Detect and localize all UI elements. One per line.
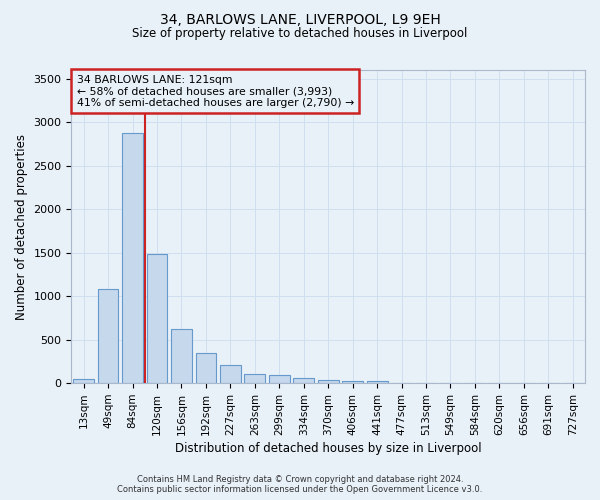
Bar	[98, 289, 118, 383]
Bar	[318, 380, 338, 383]
Text: 34, BARLOWS LANE, LIVERPOOL, L9 9EH: 34, BARLOWS LANE, LIVERPOOL, L9 9EH	[160, 12, 440, 26]
Bar	[171, 330, 192, 383]
Bar	[73, 379, 94, 383]
Bar	[269, 376, 290, 383]
Y-axis label: Number of detached properties: Number of detached properties	[15, 134, 28, 320]
Text: Size of property relative to detached houses in Liverpool: Size of property relative to detached ho…	[133, 28, 467, 40]
Text: Contains HM Land Registry data © Crown copyright and database right 2024.
Contai: Contains HM Land Registry data © Crown c…	[118, 474, 482, 494]
Bar	[367, 382, 388, 383]
Bar	[146, 254, 167, 383]
Bar	[244, 374, 265, 383]
X-axis label: Distribution of detached houses by size in Liverpool: Distribution of detached houses by size …	[175, 442, 482, 455]
Bar	[196, 353, 217, 383]
Bar	[342, 382, 363, 383]
Bar	[220, 365, 241, 383]
Bar	[122, 132, 143, 383]
Text: 34 BARLOWS LANE: 121sqm
← 58% of detached houses are smaller (3,993)
41% of semi: 34 BARLOWS LANE: 121sqm ← 58% of detache…	[77, 74, 354, 108]
Bar	[293, 378, 314, 383]
